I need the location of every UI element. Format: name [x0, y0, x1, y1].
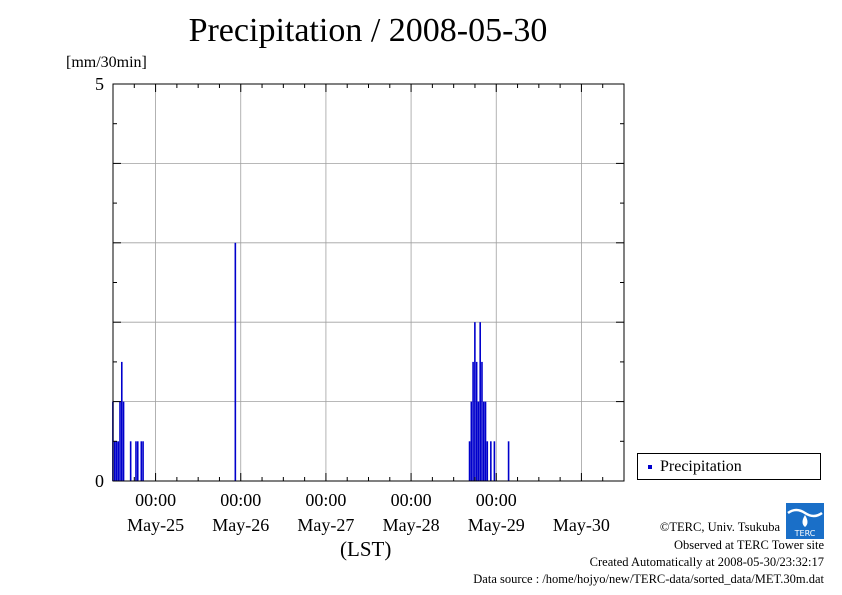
legend-label: Precipitation [660, 457, 742, 475]
precipitation-bar [477, 401, 480, 481]
precipitation-bar [136, 441, 139, 481]
terc-logo: TERC [786, 503, 824, 539]
precipitation-bar [120, 361, 123, 481]
precipitation-bar [135, 441, 137, 481]
precipitation-bar [234, 242, 237, 481]
precipitation-bar [486, 441, 489, 481]
copyright-text: ©TERC, Univ. Tsukuba [659, 520, 780, 534]
precipitation-bar [493, 441, 496, 481]
precipitation-bar [142, 441, 144, 481]
precipitation-bar [481, 361, 483, 481]
precipitation-bar [115, 441, 118, 481]
precipitation-bar [490, 441, 492, 481]
legend-swatch [648, 464, 652, 469]
precipitation-bar [122, 401, 125, 481]
chart-title: Precipitation / 2008-05-30 [188, 12, 548, 49]
precipitation-bar [474, 322, 476, 481]
precipitation-bar [482, 401, 485, 481]
precipitation-bar [113, 441, 116, 481]
legend: Precipitation [637, 453, 821, 480]
precipitation-bar [470, 401, 473, 481]
precipitation-bar [484, 401, 487, 481]
x-date-label: May-25 [127, 515, 184, 535]
precipitation-bar [140, 441, 143, 481]
grid [113, 84, 624, 481]
precipitation-bar [119, 401, 121, 481]
ticks [112, 83, 625, 482]
x-date-label: May-29 [468, 515, 525, 535]
x-time-label: 00:00 [476, 490, 517, 510]
x-date-label: May-28 [383, 515, 440, 535]
precipitation-bar [468, 441, 471, 481]
precipitation-bar [475, 361, 478, 481]
x-date-label: May-26 [212, 515, 269, 535]
x-axis-label: (LST) [340, 537, 392, 561]
x-time-label: 00:00 [305, 490, 346, 510]
bars [112, 242, 510, 481]
x-date-label: May-27 [297, 515, 354, 535]
x-time-label: 00:00 [135, 490, 176, 510]
precipitation-bar [507, 441, 510, 481]
y-tick-label: 0 [95, 471, 104, 491]
precipitation-bar [479, 322, 481, 481]
precipitation-bar [129, 441, 132, 481]
observed-text: Observed at TERC Tower site [673, 538, 824, 552]
tick-labels: 0 5 00:00 00:00 00:00 00:00 00:00 May-25 May-26 M… [95, 74, 610, 535]
x-time-label: 00:00 [391, 490, 432, 510]
precipitation-bar [117, 441, 120, 481]
plot-frame [112, 83, 625, 482]
y-tick-label: 5 [95, 74, 104, 94]
y-axis-unit: [mm/30min] [66, 54, 147, 71]
logo-text: TERC [794, 529, 816, 538]
created-text: Created Automatically at 2008-05-30/23:3… [589, 555, 824, 569]
precipitation-bar [472, 361, 474, 481]
x-time-label: 00:00 [220, 490, 261, 510]
source-text: Data source : /home/hojyo/new/TERC-data/… [473, 572, 824, 586]
x-date-label: May-30 [553, 515, 610, 535]
